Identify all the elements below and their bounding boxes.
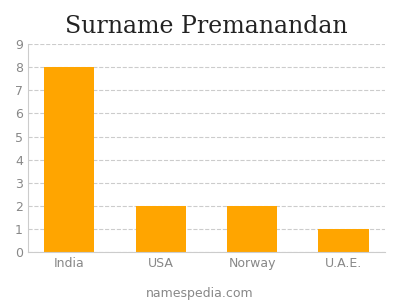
Title: Surname Premanandan: Surname Premanandan <box>65 15 348 38</box>
Bar <box>136 206 186 252</box>
Bar <box>227 206 277 252</box>
Bar <box>44 67 94 252</box>
Text: namespedia.com: namespedia.com <box>146 287 254 300</box>
Bar <box>318 229 369 252</box>
